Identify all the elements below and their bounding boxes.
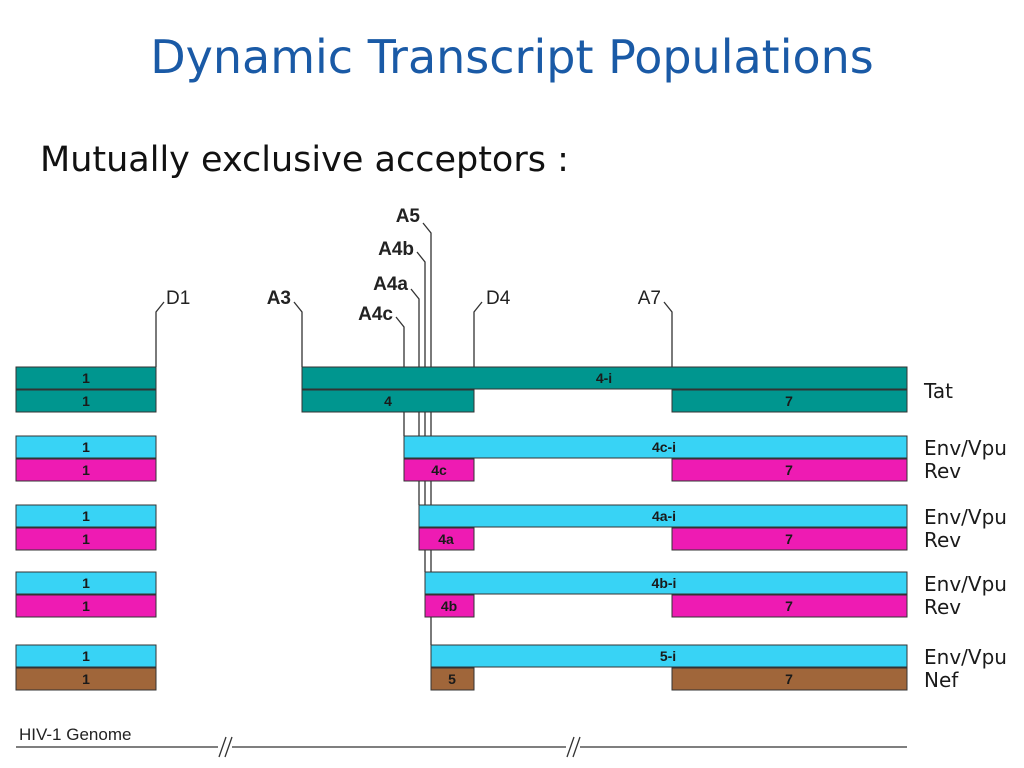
exon-label: 7 [785,531,793,547]
exon-bar [15,571,157,595]
exon-label: 7 [785,462,793,478]
splice-site-labels: D1 A3 A5 A4b A4a A4c D4 A7 [166,206,661,325]
exon-bar [15,366,157,390]
site-label-a3: A3 [267,288,291,309]
exon-label: 1 [82,575,90,591]
exon-bar [430,667,475,691]
exon-label: 4b-i [652,575,677,591]
exon-label: 7 [785,671,793,687]
d4-site-line [473,301,483,367]
exon-bar [403,458,475,482]
exon-label: 1 [82,531,90,547]
protein-label-env-vpu: Env/Vpu [924,572,1007,596]
exon-bar [301,389,475,413]
protein-labels: Tat Env/Vpu Rev Env/Vpu Rev Env/Vpu Rev … [923,379,1007,692]
exon-label: 4a [438,531,454,547]
transcript-group-tat: 1 4-i 1 4 7 [15,366,908,413]
site-label-a7: A7 [638,288,661,309]
exon-label: 4a-i [652,508,676,524]
exon-label: 1 [82,462,90,478]
genome-break-mark [566,736,575,758]
exon-bar [418,504,908,528]
site-label-a4b: A4b [378,239,414,260]
exon-bar [424,571,908,595]
exon-bar [403,435,908,459]
protein-label-rev: Rev [924,528,961,552]
exon-bar [15,458,157,482]
exon-bar [671,458,908,482]
exon-label: 7 [785,393,793,409]
exon-bar [671,389,908,413]
protein-label-rev: Rev [924,595,961,619]
genome-break-mark [572,736,581,758]
genome-line [16,736,907,758]
exon-bar [15,435,157,459]
exon-label: 1 [82,439,90,455]
exon-label: 4b [441,598,457,614]
protein-label-env-vpu: Env/Vpu [924,645,1007,669]
protein-label-rev: Rev [924,459,961,483]
exon-label: 1 [82,648,90,664]
exon-label: 1 [82,393,90,409]
exon-label: 7 [785,598,793,614]
exon-label: 5-i [660,648,676,664]
genome-break-mark [224,736,233,758]
site-label-d1: D1 [166,288,190,309]
exon-label: 4c-i [652,439,676,455]
exon-label: 1 [82,508,90,524]
exon-bar [15,527,157,551]
transcript-group-5: 1 5-i 1 5 7 [15,644,908,691]
exon-bar [424,594,475,618]
exon-label: 1 [82,370,90,386]
protein-label-env-vpu: Env/Vpu [924,505,1007,529]
d1-site-line [155,301,165,367]
site-label-a5: A5 [396,206,421,227]
transcript-group-4c: 1 4c-i 1 4c 7 [15,435,908,482]
exon-bar [671,667,908,691]
exon-bar [671,594,908,618]
protein-label-env-vpu: Env/Vpu [924,436,1007,460]
exon-bar [15,389,157,413]
a3-site-line [293,301,303,367]
site-label-a4c: A4c [358,304,393,325]
page-title: Dynamic Transcript Populations [150,30,874,84]
subtitle: Mutually exclusive acceptors : [40,140,569,180]
transcript-group-4a: 1 4a-i 1 4a 7 [15,504,908,551]
exon-bar [430,644,908,668]
exon-label: 1 [82,598,90,614]
genome-break-mark [218,736,227,758]
exon-label: 1 [82,671,90,687]
protein-label-tat: Tat [923,379,953,403]
exon-bar [301,366,908,390]
exon-bar [418,527,475,551]
exon-label: 4-i [596,370,612,386]
protein-label-nef: Nef [924,668,959,692]
exon-bar [15,667,157,691]
site-label-a4a: A4a [373,274,408,295]
exon-bar [15,594,157,618]
exon-bar [15,644,157,668]
site-label-d4: D4 [486,288,511,309]
exon-label: 4 [384,393,392,409]
exon-bar [671,527,908,551]
transcript-group-4b: 1 4b-i 1 4b 7 [15,571,908,618]
exon-label: 4c [431,462,447,478]
exon-label: 5 [448,671,456,687]
a7-site-line [663,301,673,367]
genome-label: HIV-1 Genome [19,725,131,744]
exon-bar [15,504,157,528]
